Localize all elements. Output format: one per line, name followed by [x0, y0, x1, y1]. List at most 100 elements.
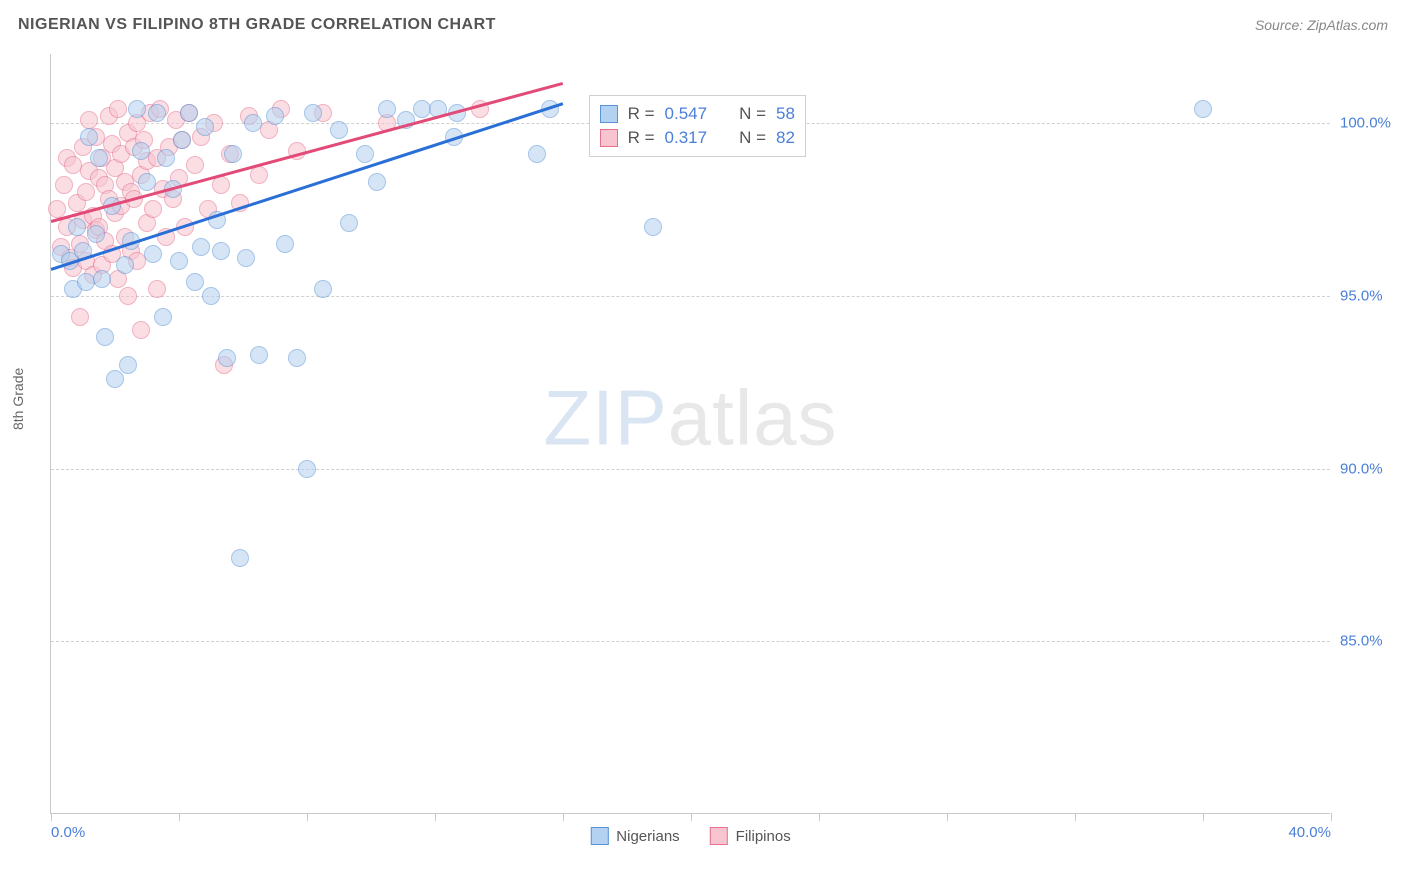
data-point — [304, 104, 322, 122]
data-point — [173, 131, 191, 149]
data-point — [314, 280, 332, 298]
data-point — [116, 256, 134, 274]
stat-r-value: 0.547 — [665, 104, 708, 124]
watermark-zip: ZIP — [543, 374, 667, 462]
y-tick-label: 100.0% — [1340, 115, 1400, 132]
gridline — [51, 641, 1330, 642]
legend-item: Filipinos — [710, 827, 791, 845]
data-point — [212, 242, 230, 260]
data-point — [90, 149, 108, 167]
data-point — [244, 114, 262, 132]
legend-item: Nigerians — [590, 827, 679, 845]
data-point — [276, 235, 294, 253]
stat-r-label: R = — [628, 104, 655, 124]
x-tick — [435, 813, 436, 821]
gridline — [51, 469, 1330, 470]
series-swatch — [600, 105, 618, 123]
watermark: ZIPatlas — [543, 373, 837, 464]
data-point — [154, 308, 172, 326]
series-swatch — [600, 129, 618, 147]
data-point — [80, 128, 98, 146]
data-point — [644, 218, 662, 236]
y-tick-label: 90.0% — [1340, 460, 1400, 477]
data-point — [1194, 100, 1212, 118]
x-tick — [1203, 813, 1204, 821]
data-point — [186, 156, 204, 174]
data-point — [231, 549, 249, 567]
data-point — [87, 225, 105, 243]
x-tick — [179, 813, 180, 821]
data-point — [250, 346, 268, 364]
data-point — [237, 249, 255, 267]
x-tick — [1331, 813, 1332, 821]
chart-title: NIGERIAN VS FILIPINO 8TH GRADE CORRELATI… — [18, 16, 496, 34]
y-tick-label: 95.0% — [1340, 287, 1400, 304]
data-point — [157, 149, 175, 167]
data-point — [170, 252, 188, 270]
data-point — [93, 270, 111, 288]
data-point — [119, 287, 137, 305]
data-point — [356, 145, 374, 163]
data-point — [106, 370, 124, 388]
x-tick — [819, 813, 820, 821]
source-label: Source: ZipAtlas.com — [1255, 17, 1388, 33]
stat-r-label: R = — [628, 128, 655, 148]
stats-box: R =0.547N =58R =0.317N =82 — [589, 95, 806, 157]
legend: Nigerians Filipinos — [590, 827, 790, 845]
stat-n-value: 82 — [776, 128, 795, 148]
data-point — [330, 121, 348, 139]
stats-row: R =0.317N =82 — [600, 126, 795, 150]
data-point — [144, 245, 162, 263]
legend-swatch — [590, 827, 608, 845]
data-point — [202, 287, 220, 305]
x-tick — [691, 813, 692, 821]
gridline — [51, 296, 1330, 297]
data-point — [138, 173, 156, 191]
y-tick-label: 85.0% — [1340, 633, 1400, 650]
data-point — [192, 238, 210, 256]
data-point — [250, 166, 268, 184]
data-point — [77, 183, 95, 201]
data-point — [71, 308, 89, 326]
stat-n-value: 58 — [776, 104, 795, 124]
data-point — [218, 349, 236, 367]
data-point — [180, 104, 198, 122]
x-tick — [947, 813, 948, 821]
legend-swatch — [710, 827, 728, 845]
data-point — [55, 176, 73, 194]
data-point — [212, 176, 230, 194]
x-tick — [307, 813, 308, 821]
x-tick — [51, 813, 52, 821]
stat-n-label: N = — [739, 104, 766, 124]
x-tick-label: 0.0% — [51, 824, 85, 841]
data-point — [80, 111, 98, 129]
data-point — [148, 104, 166, 122]
data-point — [378, 100, 396, 118]
data-point — [528, 145, 546, 163]
data-point — [340, 214, 358, 232]
data-point — [128, 100, 146, 118]
data-point — [96, 328, 114, 346]
data-point — [68, 218, 86, 236]
data-point — [298, 460, 316, 478]
data-point — [266, 107, 284, 125]
data-point — [132, 142, 150, 160]
data-point — [288, 349, 306, 367]
x-tick — [1075, 813, 1076, 821]
watermark-atlas: atlas — [668, 374, 838, 462]
legend-label: Nigerians — [616, 828, 679, 845]
stat-n-label: N = — [739, 128, 766, 148]
legend-label: Filipinos — [736, 828, 791, 845]
data-point — [186, 273, 204, 291]
scatter-plot: ZIPatlas 85.0%90.0%95.0%100.0%0.0%40.0%R… — [50, 54, 1330, 814]
data-point — [148, 280, 166, 298]
x-tick-label: 40.0% — [1288, 824, 1331, 841]
data-point — [132, 321, 150, 339]
data-point — [109, 100, 127, 118]
data-point — [196, 118, 214, 136]
data-point — [368, 173, 386, 191]
data-point — [144, 200, 162, 218]
stats-row: R = 0.547 N = 58 — [600, 102, 795, 126]
y-axis-label: 8th Grade — [10, 368, 26, 430]
data-point — [224, 145, 242, 163]
